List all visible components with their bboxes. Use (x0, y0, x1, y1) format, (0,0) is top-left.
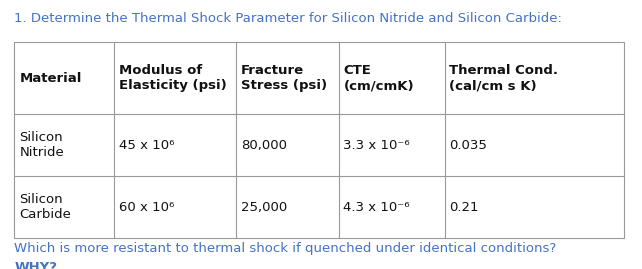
Text: Thermal Cond.
(cal/cm s K): Thermal Cond. (cal/cm s K) (449, 64, 559, 92)
Text: 0.035: 0.035 (449, 139, 487, 152)
Text: 80,000: 80,000 (241, 139, 287, 152)
Text: Fracture
Stress (psi): Fracture Stress (psi) (241, 64, 327, 92)
Text: 0.21: 0.21 (449, 201, 479, 214)
Text: Which is more resistant to thermal shock if quenched under identical conditions?: Which is more resistant to thermal shock… (14, 242, 557, 255)
Text: 4.3 x 10⁻⁶: 4.3 x 10⁻⁶ (343, 201, 410, 214)
Bar (14, 42, 624, 238)
Text: 3.3 x 10⁻⁶: 3.3 x 10⁻⁶ (343, 139, 410, 152)
Text: Material: Material (19, 72, 82, 84)
Text: Modulus of
Elasticity (psi): Modulus of Elasticity (psi) (119, 64, 227, 92)
Text: Silicon
Nitride: Silicon Nitride (19, 131, 64, 159)
Text: 1. Determine the Thermal Shock Parameter for Silicon Nitride and Silicon Carbide: 1. Determine the Thermal Shock Parameter… (14, 12, 562, 25)
Text: CTE
(cm/cmK): CTE (cm/cmK) (343, 64, 414, 92)
Text: 25,000: 25,000 (241, 201, 287, 214)
Text: 60 x 10⁶: 60 x 10⁶ (119, 201, 174, 214)
Text: Silicon
Carbide: Silicon Carbide (19, 193, 71, 221)
Text: 45 x 10⁶: 45 x 10⁶ (119, 139, 174, 152)
Text: WHY?: WHY? (14, 261, 57, 269)
